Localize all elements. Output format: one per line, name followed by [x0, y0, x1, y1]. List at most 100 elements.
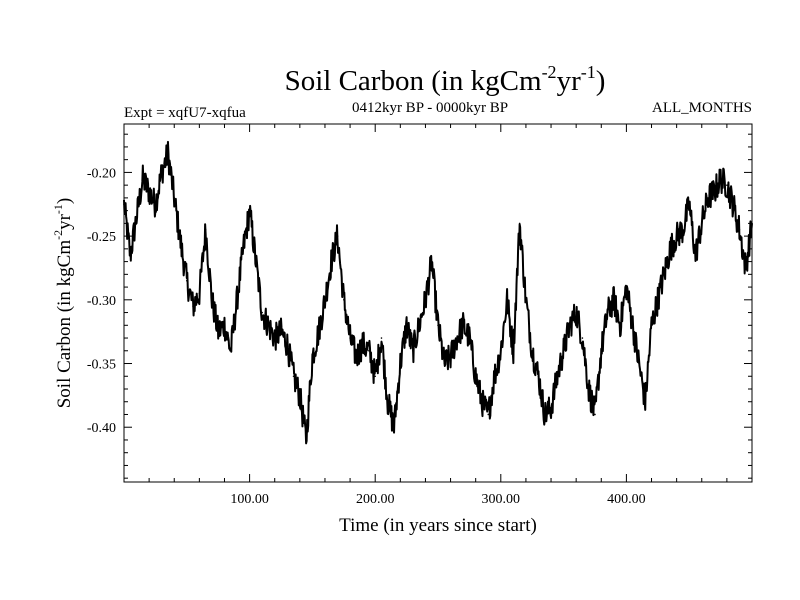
data-point — [198, 292, 201, 295]
data-point — [142, 177, 144, 180]
data-point — [292, 375, 295, 378]
data-point — [474, 375, 477, 378]
ylabel-end: ) — [54, 198, 75, 204]
data-point — [305, 439, 307, 441]
ylabel-mid: yr — [54, 213, 75, 230]
data-point — [569, 324, 571, 327]
data-point — [594, 413, 596, 416]
data-point — [424, 299, 427, 301]
data-point — [462, 324, 464, 327]
data-point — [587, 388, 590, 390]
data-point — [456, 337, 458, 339]
data-point — [399, 362, 402, 365]
data-point — [581, 337, 584, 339]
data-point — [650, 324, 653, 327]
data-point — [550, 407, 552, 409]
data-point — [242, 248, 245, 250]
data-point — [223, 324, 226, 327]
data-point — [229, 349, 232, 352]
data-point — [273, 337, 276, 339]
title-sup2: -1 — [581, 62, 596, 82]
data-point — [179, 241, 182, 244]
y-tick-label: -0.35 — [87, 358, 116, 373]
data-point — [613, 299, 615, 301]
data-point — [625, 286, 628, 288]
data-point — [255, 260, 257, 263]
data-point — [236, 299, 238, 301]
data-point — [355, 356, 358, 358]
title-sup1: -2 — [542, 62, 557, 82]
data-point — [619, 324, 621, 327]
data-point — [204, 228, 207, 231]
data-point — [500, 349, 502, 352]
data-point — [412, 349, 414, 352]
data-point — [751, 222, 753, 225]
data-point — [631, 324, 634, 327]
data-point — [487, 413, 490, 416]
title-main: Soil Carbon (in kgCm — [285, 65, 542, 97]
x-tick-label: 200.00 — [356, 492, 395, 507]
data-point — [506, 299, 508, 301]
title-end: ) — [596, 65, 606, 97]
data-point — [688, 203, 690, 206]
data-point — [123, 203, 125, 206]
data-point — [531, 349, 533, 352]
data-point — [663, 273, 665, 276]
data-point — [562, 349, 565, 352]
data-point — [160, 171, 163, 174]
data-point — [700, 222, 703, 225]
data-point — [525, 299, 527, 301]
data-point — [543, 413, 546, 416]
x-tick-label: 400.00 — [607, 492, 646, 507]
ylabel-main: Soil Carbon (in kgCm — [54, 240, 75, 409]
ylabel-sup2: -1 — [51, 204, 65, 214]
data-point — [280, 330, 282, 333]
y-axis-label: Soil Carbon (in kgCm-2yr-1) — [51, 198, 75, 409]
data-point — [537, 375, 540, 378]
data-point — [707, 197, 709, 199]
data-point — [518, 222, 521, 225]
data-point — [380, 337, 383, 339]
data-point — [493, 375, 496, 378]
data-point — [336, 235, 339, 237]
series-line-soil-carbon — [123, 140, 753, 445]
data-point — [349, 337, 351, 339]
data-point — [657, 299, 659, 301]
title-mid: yr — [557, 65, 582, 97]
subtitle-left: Expt = xqfU7-xqfua — [124, 105, 246, 121]
data-point — [317, 330, 320, 333]
data-point — [512, 349, 515, 352]
data-point — [324, 299, 326, 301]
data-point — [606, 311, 609, 314]
data-point — [248, 209, 251, 212]
data-point — [311, 356, 314, 358]
x-tick-label: 100.00 — [230, 492, 269, 507]
data-point — [675, 235, 678, 237]
x-axis-label: Time (in years since start) — [339, 515, 537, 536]
data-point — [468, 337, 471, 339]
data-point — [374, 375, 377, 378]
data-point — [638, 362, 640, 365]
ylabel-sup1: -2 — [51, 230, 65, 240]
data-point — [361, 343, 364, 346]
data-point — [135, 216, 138, 218]
axis-ticks: 100.00 200.00 300.00 400.00 -0.20 -0.25 -0.30 -… — [87, 124, 752, 507]
data-point — [261, 311, 263, 314]
data-point — [669, 248, 672, 250]
data-point — [154, 203, 157, 206]
series-group — [123, 140, 753, 445]
data-point — [719, 177, 722, 180]
data-point — [167, 152, 169, 155]
data-point — [744, 267, 747, 269]
data-point — [644, 400, 647, 403]
plot-frame — [123, 123, 753, 483]
data-point — [267, 324, 270, 327]
data-point — [405, 324, 408, 327]
subtitle-center: 0412kyr BP - 0000kyr BP — [352, 100, 508, 116]
data-point — [192, 305, 194, 307]
data-point — [129, 254, 132, 257]
data-point — [732, 203, 734, 206]
data-point — [148, 190, 150, 193]
